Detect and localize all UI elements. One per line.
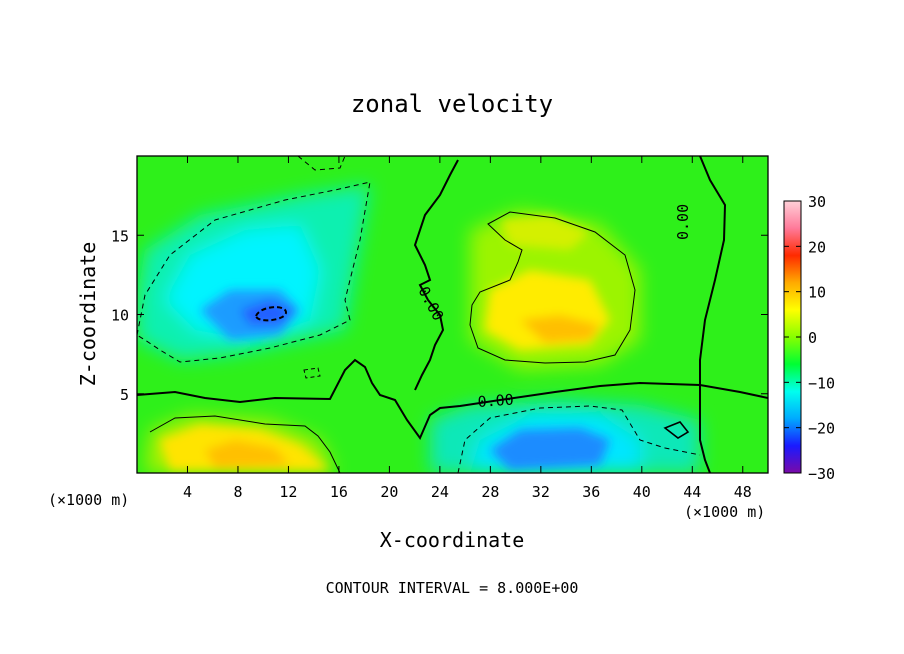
x-tick-label: 4 [183, 483, 192, 501]
y-tick-label: 5 [120, 386, 129, 404]
x-axis-label: X-coordinate [380, 528, 525, 552]
x-tick-label: 44 [683, 483, 701, 501]
zero-contour-bottom [137, 358, 768, 441]
x-axis-ticks: 4 8 12 16 20 24 28 32 36 40 44 48 [183, 156, 752, 501]
x-unit-right: (×1000 m) [684, 503, 765, 521]
region-yellow-top-right [500, 215, 590, 250]
contour-label-bottom: 0.00 [477, 391, 514, 411]
colorbar-tick-label: −20 [808, 420, 835, 438]
colorbar-tick-label: 10 [808, 284, 826, 302]
colorbar-gradient [784, 201, 801, 473]
x-tick-label: 36 [582, 483, 600, 501]
y-axis-ticks: 5 10 15 [111, 227, 768, 404]
x-tick-label: 20 [380, 483, 398, 501]
zero-contour-right [699, 156, 727, 473]
negative-contour-upper-left [137, 181, 371, 363]
colorbar-tick-label: 30 [808, 193, 826, 211]
contour-label-right: 0.00 [674, 204, 692, 240]
y-tick-label: 10 [111, 307, 129, 325]
positive-contour-lower-left [149, 415, 341, 473]
chart-title: zonal velocity [351, 90, 553, 118]
x-tick-label: 28 [481, 483, 499, 501]
zero-contour-right-loop [663, 421, 690, 439]
x-tick-label: 40 [633, 483, 651, 501]
colorbar: 30 20 10 0 −10 −20 −30 [783, 193, 835, 483]
x-tick-label: 32 [532, 483, 550, 501]
colorbar-ticks: 30 20 10 0 −10 −20 −30 [784, 193, 835, 483]
zero-contour-middle [413, 159, 459, 391]
x-tick-label: 12 [279, 483, 297, 501]
negative-contour-small-loop [303, 367, 321, 379]
region-deep-blue-core [240, 300, 295, 325]
colorbar-tick-label: −30 [808, 465, 835, 483]
negative-contour-top [297, 156, 346, 171]
colorbar-tick-label: −10 [808, 374, 835, 392]
y-tick-label: 15 [111, 227, 129, 245]
negative-contour-core [254, 306, 287, 322]
x-tick-label: 16 [330, 483, 348, 501]
y-axis-label: Z-coordinate [76, 242, 100, 387]
region-blue-lower-right [490, 428, 610, 470]
region-orange-right [520, 315, 600, 343]
x-tick-label: 24 [431, 483, 449, 501]
negative-contour-lower-right [457, 405, 701, 473]
heatmap-field [137, 156, 768, 473]
positive-contour-right [469, 211, 636, 364]
x-tick-label: 48 [734, 483, 752, 501]
region-orange-lower-left [205, 440, 290, 468]
colorbar-tick-label: 0 [808, 329, 817, 347]
x-unit-left: (×1000 m) [48, 491, 129, 509]
x-tick-label: 8 [233, 483, 242, 501]
colorbar-tick-label: 20 [808, 238, 826, 256]
contour-lines [137, 156, 768, 473]
contour-interval: CONTOUR INTERVAL = 8.000E+00 [326, 579, 579, 597]
